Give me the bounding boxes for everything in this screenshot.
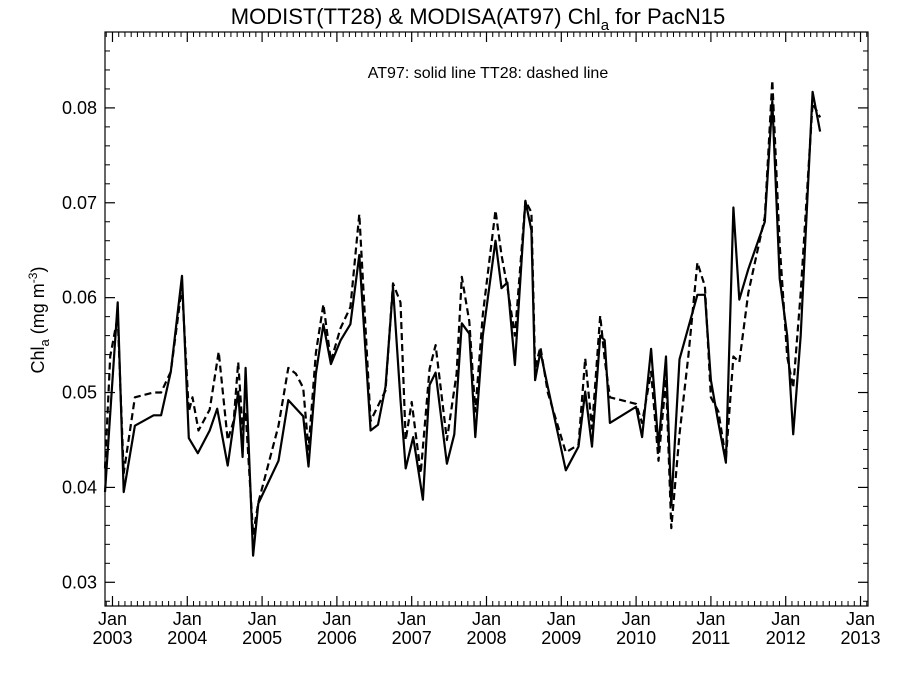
y-axis-label-subscript: a [37,338,52,346]
y-axis-label: Chla (mg m-3) [26,267,52,374]
x-tick-label-year: 2007 [392,628,432,648]
y-tick-label: 0.08 [62,98,97,118]
y-axis-label-unit: (mg m [28,283,48,339]
x-tick-label-month: Jan [846,609,875,629]
x-tick-label-month: Jan [248,609,277,629]
x-tick-label-year: 2010 [616,628,656,648]
y-tick-label: 0.07 [62,193,97,213]
x-tick-label-month: Jan [547,609,576,629]
x-tick-label-year: 2004 [167,628,207,648]
y-tick-label: 0.06 [62,288,97,308]
x-axis-ticks: Jan2003Jan2004Jan2005Jan2006Jan2007Jan20… [92,32,881,648]
x-tick-label-month: Jan [173,609,202,629]
y-axis-label-close: ) [28,267,48,273]
chart-title: MODIST(TT28) & MODISA(AT97) Chla for Pac… [231,4,725,34]
x-tick-label-year: 2011 [692,628,731,648]
chart-title-subscript: a [601,17,610,34]
x-tick-label-year: 2012 [766,628,806,648]
y-tick-label: 0.05 [62,383,97,403]
chart-title-suffix: for PacN15 [609,4,725,29]
x-tick-label-year: 2005 [242,628,282,648]
x-tick-label-month: Jan [472,609,501,629]
y-axis-label-superscript: -3 [26,272,40,283]
y-tick-label: 0.03 [62,572,97,592]
series-layer [103,79,822,557]
x-tick-label-year: 2008 [466,628,506,648]
series-line-tt28 [103,79,822,536]
plot-frame [104,31,869,607]
x-tick-label-month: Jan [622,609,651,629]
y-tick-label: 0.04 [62,477,97,497]
x-tick-label-month: Jan [397,609,426,629]
x-tick-label-year: 2006 [317,628,357,648]
series-line-at97 [103,90,822,557]
x-tick-label-year: 2003 [92,628,132,648]
x-tick-label-month: Jan [322,609,351,629]
x-tick-label-year: 2013 [840,628,880,648]
x-tick-label-year: 2009 [541,628,581,648]
chart-annotation: AT97: solid line TT28: dashed line [368,65,609,82]
x-tick-label-month: Jan [696,609,725,629]
x-tick-label-month: Jan [771,609,800,629]
x-tick-label-month: Jan [98,609,127,629]
